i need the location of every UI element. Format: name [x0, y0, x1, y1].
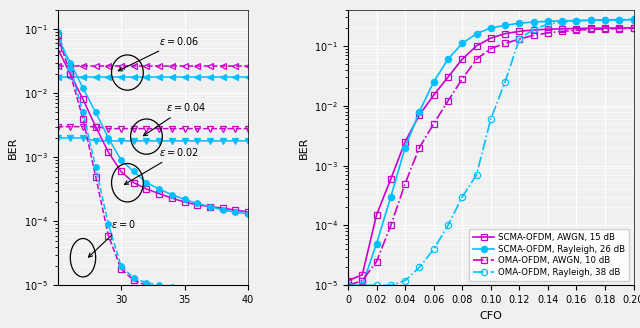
- OMA-OFDM, AWGN, 10 dB: [544, 31, 552, 35]
- Text: $\varepsilon = 0$: $\varepsilon = 0$: [88, 218, 136, 257]
- OMA-OFDM, Rayleigh, 38 dB: [501, 80, 509, 84]
- OMA-OFDM, Rayleigh, 38 dB: [372, 283, 380, 287]
- OMA-OFDM, AWGN, 10 dB: [473, 57, 481, 61]
- Y-axis label: BER: BER: [298, 136, 308, 159]
- SCMA-OFDM, Rayleigh, 26 dB: [544, 19, 552, 23]
- Line: SCMA-OFDM, AWGN, 15 dB: SCMA-OFDM, AWGN, 15 dB: [345, 25, 637, 284]
- SCMA-OFDM, AWGN, 15 dB: [530, 28, 538, 32]
- SCMA-OFDM, Rayleigh, 26 dB: [358, 283, 366, 287]
- SCMA-OFDM, Rayleigh, 26 dB: [515, 21, 523, 25]
- OMA-OFDM, Rayleigh, 38 dB: [601, 18, 609, 22]
- OMA-OFDM, Rayleigh, 38 dB: [458, 195, 466, 199]
- SCMA-OFDM, Rayleigh, 26 dB: [487, 26, 495, 30]
- SCMA-OFDM, AWGN, 15 dB: [430, 93, 438, 97]
- OMA-OFDM, Rayleigh, 38 dB: [544, 22, 552, 26]
- SCMA-OFDM, AWGN, 15 dB: [601, 26, 609, 30]
- SCMA-OFDM, AWGN, 15 dB: [487, 36, 495, 40]
- SCMA-OFDM, Rayleigh, 26 dB: [501, 23, 509, 27]
- Line: OMA-OFDM, Rayleigh, 38 dB: OMA-OFDM, Rayleigh, 38 dB: [345, 16, 637, 289]
- Text: $\varepsilon = 0.04$: $\varepsilon = 0.04$: [143, 101, 206, 136]
- SCMA-OFDM, AWGN, 15 dB: [444, 75, 452, 79]
- OMA-OFDM, AWGN, 10 dB: [358, 279, 366, 283]
- Text: $\varepsilon = 0.06$: $\varepsilon = 0.06$: [118, 35, 200, 71]
- OMA-OFDM, Rayleigh, 38 dB: [630, 17, 637, 21]
- OMA-OFDM, AWGN, 10 dB: [458, 77, 466, 81]
- OMA-OFDM, Rayleigh, 38 dB: [387, 283, 395, 287]
- OMA-OFDM, AWGN, 10 dB: [487, 47, 495, 51]
- OMA-OFDM, AWGN, 10 dB: [430, 122, 438, 126]
- OMA-OFDM, Rayleigh, 38 dB: [558, 20, 566, 24]
- OMA-OFDM, AWGN, 10 dB: [444, 99, 452, 103]
- SCMA-OFDM, Rayleigh, 26 dB: [430, 80, 438, 84]
- SCMA-OFDM, Rayleigh, 26 dB: [530, 20, 538, 24]
- SCMA-OFDM, Rayleigh, 26 dB: [587, 18, 595, 22]
- SCMA-OFDM, Rayleigh, 26 dB: [458, 41, 466, 45]
- OMA-OFDM, AWGN, 10 dB: [344, 283, 352, 287]
- SCMA-OFDM, AWGN, 15 dB: [473, 44, 481, 48]
- SCMA-OFDM, Rayleigh, 26 dB: [558, 19, 566, 23]
- OMA-OFDM, AWGN, 10 dB: [630, 26, 637, 30]
- OMA-OFDM, Rayleigh, 38 dB: [587, 18, 595, 22]
- OMA-OFDM, AWGN, 10 dB: [501, 41, 509, 45]
- SCMA-OFDM, AWGN, 15 dB: [515, 30, 523, 33]
- OMA-OFDM, AWGN, 10 dB: [415, 146, 423, 150]
- SCMA-OFDM, AWGN, 15 dB: [387, 177, 395, 181]
- OMA-OFDM, Rayleigh, 38 dB: [430, 247, 438, 251]
- SCMA-OFDM, Rayleigh, 26 dB: [415, 110, 423, 113]
- OMA-OFDM, AWGN, 10 dB: [530, 33, 538, 37]
- SCMA-OFDM, Rayleigh, 26 dB: [616, 18, 623, 22]
- OMA-OFDM, Rayleigh, 38 dB: [530, 27, 538, 31]
- SCMA-OFDM, AWGN, 15 dB: [544, 27, 552, 31]
- SCMA-OFDM, Rayleigh, 26 dB: [444, 57, 452, 61]
- Legend: SCMA-OFDM, AWGN, 15 dB, SCMA-OFDM, Rayleigh, 26 dB, OMA-OFDM, AWGN, 10 dB, OMA-O: SCMA-OFDM, AWGN, 15 dB, SCMA-OFDM, Rayle…: [468, 229, 629, 281]
- SCMA-OFDM, AWGN, 15 dB: [358, 273, 366, 277]
- Y-axis label: BER: BER: [8, 136, 18, 159]
- SCMA-OFDM, AWGN, 15 dB: [372, 213, 380, 217]
- SCMA-OFDM, Rayleigh, 26 dB: [372, 241, 380, 245]
- Text: $\varepsilon = 0.02$: $\varepsilon = 0.02$: [125, 146, 199, 184]
- OMA-OFDM, AWGN, 10 dB: [601, 27, 609, 31]
- SCMA-OFDM, AWGN, 15 dB: [630, 26, 637, 30]
- OMA-OFDM, Rayleigh, 38 dB: [344, 283, 352, 287]
- SCMA-OFDM, AWGN, 15 dB: [415, 113, 423, 117]
- OMA-OFDM, AWGN, 10 dB: [515, 37, 523, 41]
- SCMA-OFDM, Rayleigh, 26 dB: [573, 19, 580, 23]
- SCMA-OFDM, AWGN, 15 dB: [587, 26, 595, 30]
- OMA-OFDM, AWGN, 10 dB: [387, 223, 395, 227]
- SCMA-OFDM, AWGN, 15 dB: [616, 26, 623, 30]
- OMA-OFDM, Rayleigh, 38 dB: [401, 279, 409, 283]
- SCMA-OFDM, AWGN, 15 dB: [558, 27, 566, 31]
- OMA-OFDM, AWGN, 10 dB: [558, 30, 566, 33]
- SCMA-OFDM, Rayleigh, 26 dB: [473, 32, 481, 36]
- SCMA-OFDM, AWGN, 15 dB: [458, 57, 466, 61]
- OMA-OFDM, AWGN, 10 dB: [616, 27, 623, 31]
- SCMA-OFDM, Rayleigh, 26 dB: [630, 18, 637, 22]
- SCMA-OFDM, AWGN, 15 dB: [401, 140, 409, 144]
- SCMA-OFDM, AWGN, 15 dB: [344, 279, 352, 283]
- SCMA-OFDM, AWGN, 15 dB: [501, 32, 509, 36]
- SCMA-OFDM, Rayleigh, 26 dB: [601, 18, 609, 22]
- OMA-OFDM, Rayleigh, 38 dB: [415, 265, 423, 269]
- SCMA-OFDM, Rayleigh, 26 dB: [344, 283, 352, 287]
- Line: OMA-OFDM, AWGN, 10 dB: OMA-OFDM, AWGN, 10 dB: [345, 25, 637, 289]
- OMA-OFDM, Rayleigh, 38 dB: [616, 18, 623, 22]
- OMA-OFDM, AWGN, 10 dB: [587, 28, 595, 31]
- X-axis label: CFO: CFO: [479, 311, 502, 321]
- SCMA-OFDM, Rayleigh, 26 dB: [401, 146, 409, 150]
- OMA-OFDM, Rayleigh, 38 dB: [573, 19, 580, 23]
- OMA-OFDM, Rayleigh, 38 dB: [358, 283, 366, 287]
- OMA-OFDM, AWGN, 10 dB: [372, 259, 380, 263]
- OMA-OFDM, Rayleigh, 38 dB: [515, 37, 523, 41]
- OMA-OFDM, AWGN, 10 dB: [401, 182, 409, 186]
- OMA-OFDM, AWGN, 10 dB: [573, 28, 580, 32]
- Line: SCMA-OFDM, Rayleigh, 26 dB: SCMA-OFDM, Rayleigh, 26 dB: [345, 17, 637, 289]
- SCMA-OFDM, Rayleigh, 26 dB: [387, 195, 395, 199]
- OMA-OFDM, Rayleigh, 38 dB: [444, 223, 452, 227]
- OMA-OFDM, Rayleigh, 38 dB: [487, 117, 495, 121]
- OMA-OFDM, Rayleigh, 38 dB: [473, 173, 481, 177]
- SCMA-OFDM, AWGN, 15 dB: [573, 27, 580, 31]
